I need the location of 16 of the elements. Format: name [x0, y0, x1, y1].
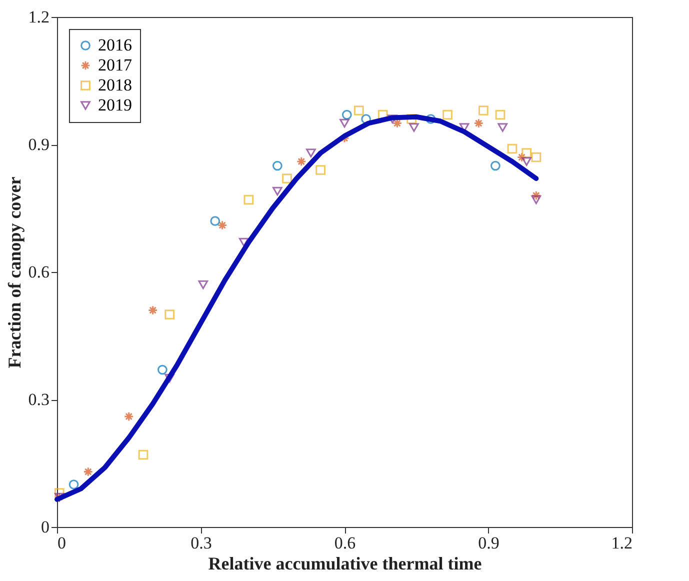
- legend-label: 2016: [98, 36, 132, 54]
- y-tick-label: 0: [41, 518, 50, 536]
- y-tick-label: 0.6: [28, 262, 50, 282]
- x-tick-label: 1.2: [611, 534, 632, 552]
- legend-label: 2018: [98, 76, 132, 94]
- y-tick-label: 0.3: [28, 390, 50, 409]
- x-tick-label: 0.9: [478, 534, 500, 552]
- y-tick-label: 1.2: [28, 8, 50, 26]
- y-tick-label: 0.9: [28, 135, 50, 154]
- y-axis-title: Fraction of canopy cover: [4, 176, 24, 368]
- legend-label: 2017: [98, 56, 132, 74]
- x-tick-label: 0.6: [334, 534, 356, 552]
- legend-label: 2019: [98, 96, 132, 114]
- x-tick-label: 0: [58, 534, 66, 552]
- x-tick-label: 0.3: [190, 534, 212, 552]
- x-axis-title: Relative accumulative thermal time: [208, 554, 482, 574]
